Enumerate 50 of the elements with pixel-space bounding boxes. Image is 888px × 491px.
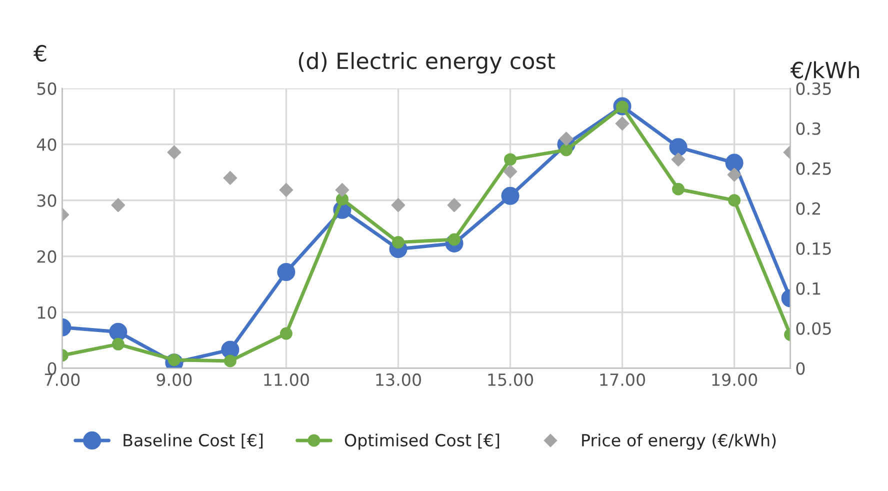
point — [669, 138, 688, 156]
y2-axis-title: €/kWh — [790, 61, 859, 80]
point — [112, 338, 124, 350]
point — [277, 262, 296, 282]
x-tick-label: 13.00 — [376, 373, 421, 386]
x-tick-label: 19.00 — [712, 373, 758, 386]
y2-tick-label: 0.15 — [796, 242, 831, 255]
point — [615, 116, 630, 130]
chart-title: (d) Electric energy cost — [298, 52, 555, 74]
legend-label: Baseline Cost [€] — [124, 434, 263, 448]
point — [280, 327, 292, 340]
y-axis-title: € — [33, 44, 46, 62]
point — [224, 354, 236, 368]
y-tick-label: 20 — [37, 250, 56, 263]
point — [279, 183, 294, 197]
legend-label: Optimised Cost [€] — [344, 434, 500, 450]
point — [671, 152, 686, 166]
y2-tick-label: 0.3 — [796, 122, 820, 135]
point — [167, 145, 182, 160]
y2-tick-label: 0.1 — [796, 282, 820, 295]
y-tick-label: 10 — [38, 306, 56, 319]
point — [335, 183, 350, 197]
y2-tick-label: 0.2 — [796, 202, 820, 215]
y-tick-label: 50 — [37, 82, 56, 95]
x-tick-label: 7.00 — [44, 373, 80, 386]
x-tick-label: 11.00 — [264, 373, 309, 386]
point — [504, 153, 517, 166]
x-tick-label: 15.00 — [488, 373, 534, 386]
point — [672, 182, 685, 196]
y2-tick-label: 0.25 — [796, 162, 831, 175]
point — [501, 186, 520, 205]
y2-tick-label: 0.05 — [796, 322, 831, 335]
point — [447, 198, 462, 212]
point — [111, 198, 126, 212]
point — [109, 322, 128, 341]
point — [727, 168, 742, 182]
y-tick-label: 30 — [37, 194, 56, 207]
y-tick-label: 40 — [36, 138, 56, 151]
point — [725, 154, 744, 172]
y-tick-label: 0 — [48, 362, 56, 375]
point — [391, 198, 406, 212]
point — [223, 171, 238, 185]
x-tick-label: 9.00 — [156, 373, 192, 386]
point — [728, 194, 741, 207]
x-tick-label: 17.00 — [600, 373, 646, 386]
y2-tick-label: 0.35 — [796, 82, 831, 95]
point — [503, 164, 518, 178]
legend-label: Price of energy (€/kWh) — [582, 434, 776, 450]
y2-tick-label: 0 — [796, 362, 805, 375]
point — [392, 236, 404, 249]
